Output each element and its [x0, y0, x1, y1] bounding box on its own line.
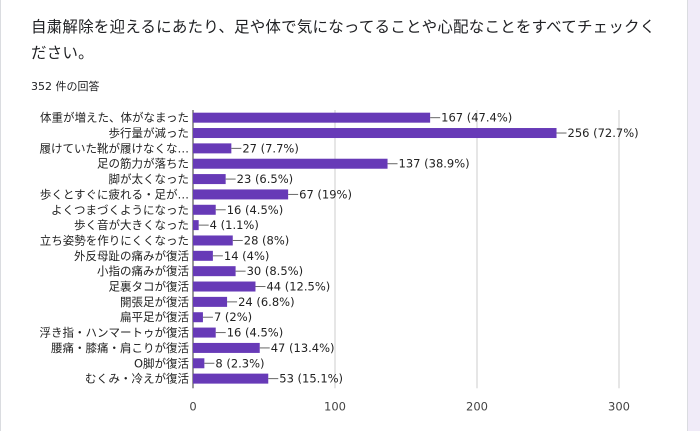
category-label: 歩くとすぐに疲れる・足が… — [40, 187, 189, 201]
value-label: 167 (47.4%) — [441, 111, 512, 125]
bar — [193, 204, 216, 215]
bar — [193, 220, 199, 231]
value-label: 7 (2%) — [214, 310, 252, 324]
value-label: 16 (4.5%) — [227, 203, 283, 217]
bar — [193, 128, 557, 139]
category-label: 開張足が復活 — [120, 295, 189, 309]
value-label: 67 (19%) — [299, 187, 352, 201]
question-title: 自粛解除を迎えるにあたり、足や体で気になってることや心配なことをすべてチェックく… — [31, 18, 656, 62]
value-label: 23 (6.5%) — [237, 172, 293, 186]
bar — [193, 143, 232, 154]
category-label: 外反母趾の痛みが復活 — [74, 249, 189, 263]
bar — [193, 312, 203, 323]
category-label: 履けていた靴が履けなくな… — [40, 141, 190, 155]
bar — [193, 281, 256, 292]
category-label: むくみ・冷えが復活 — [85, 372, 189, 386]
category-label: 歩く音が大きくなった — [74, 218, 189, 232]
category-label: 小指の痛みが復活 — [97, 264, 189, 278]
bar — [193, 358, 205, 369]
bar — [193, 174, 226, 185]
value-label: 4 (1.1%) — [210, 218, 259, 232]
value-label: 30 (8.5%) — [247, 264, 303, 278]
bar — [193, 250, 213, 261]
bar — [193, 327, 216, 338]
value-label: 47 (13.4%) — [271, 341, 335, 355]
category-label: O脚が復活 — [134, 356, 189, 370]
x-tick-label: 100 — [324, 399, 346, 413]
category-label: 立ち姿勢を作りにくくなった — [40, 233, 189, 247]
x-tick-label: 0 — [189, 399, 196, 413]
bar — [193, 235, 233, 246]
value-label: 256 (72.7%) — [568, 126, 639, 140]
value-label: 53 (15.1%) — [279, 372, 343, 386]
bar — [193, 342, 260, 353]
response-count: 352 件の回答 — [31, 80, 100, 93]
value-label: 137 (38.9%) — [399, 157, 470, 171]
value-label: 8 (2.3%) — [215, 356, 264, 370]
category-label: よくつまづくようになった — [51, 203, 189, 217]
bar — [193, 373, 269, 384]
category-label: 体重が増えた、体がなまった — [40, 111, 189, 125]
value-label: 14 (4%) — [224, 249, 270, 263]
value-label: 16 (4.5%) — [227, 326, 283, 340]
value-label: 27 (7.7%) — [242, 141, 298, 155]
value-label: 28 (8%) — [244, 233, 290, 247]
category-label: 浮き指・ハンマートゥが復活 — [40, 326, 190, 340]
category-label: 扁平足が復活 — [120, 310, 189, 324]
category-label: 足の筋力が落ちた — [97, 157, 189, 171]
bar — [193, 266, 236, 277]
x-tick-label: 300 — [608, 399, 630, 413]
category-label: 歩行量が減った — [109, 126, 190, 140]
category-label: 脚が太くなった — [109, 172, 190, 186]
value-label: 24 (6.8%) — [238, 295, 294, 309]
bar — [193, 112, 431, 123]
bar — [193, 158, 388, 169]
category-label: 足裏タコが復活 — [109, 280, 190, 294]
x-tick-label: 200 — [466, 399, 488, 413]
bar — [193, 189, 289, 200]
value-label: 44 (12.5%) — [266, 280, 330, 294]
bar — [193, 296, 228, 307]
category-label: 腰痛・膝痛・肩こりが復活 — [51, 341, 189, 355]
